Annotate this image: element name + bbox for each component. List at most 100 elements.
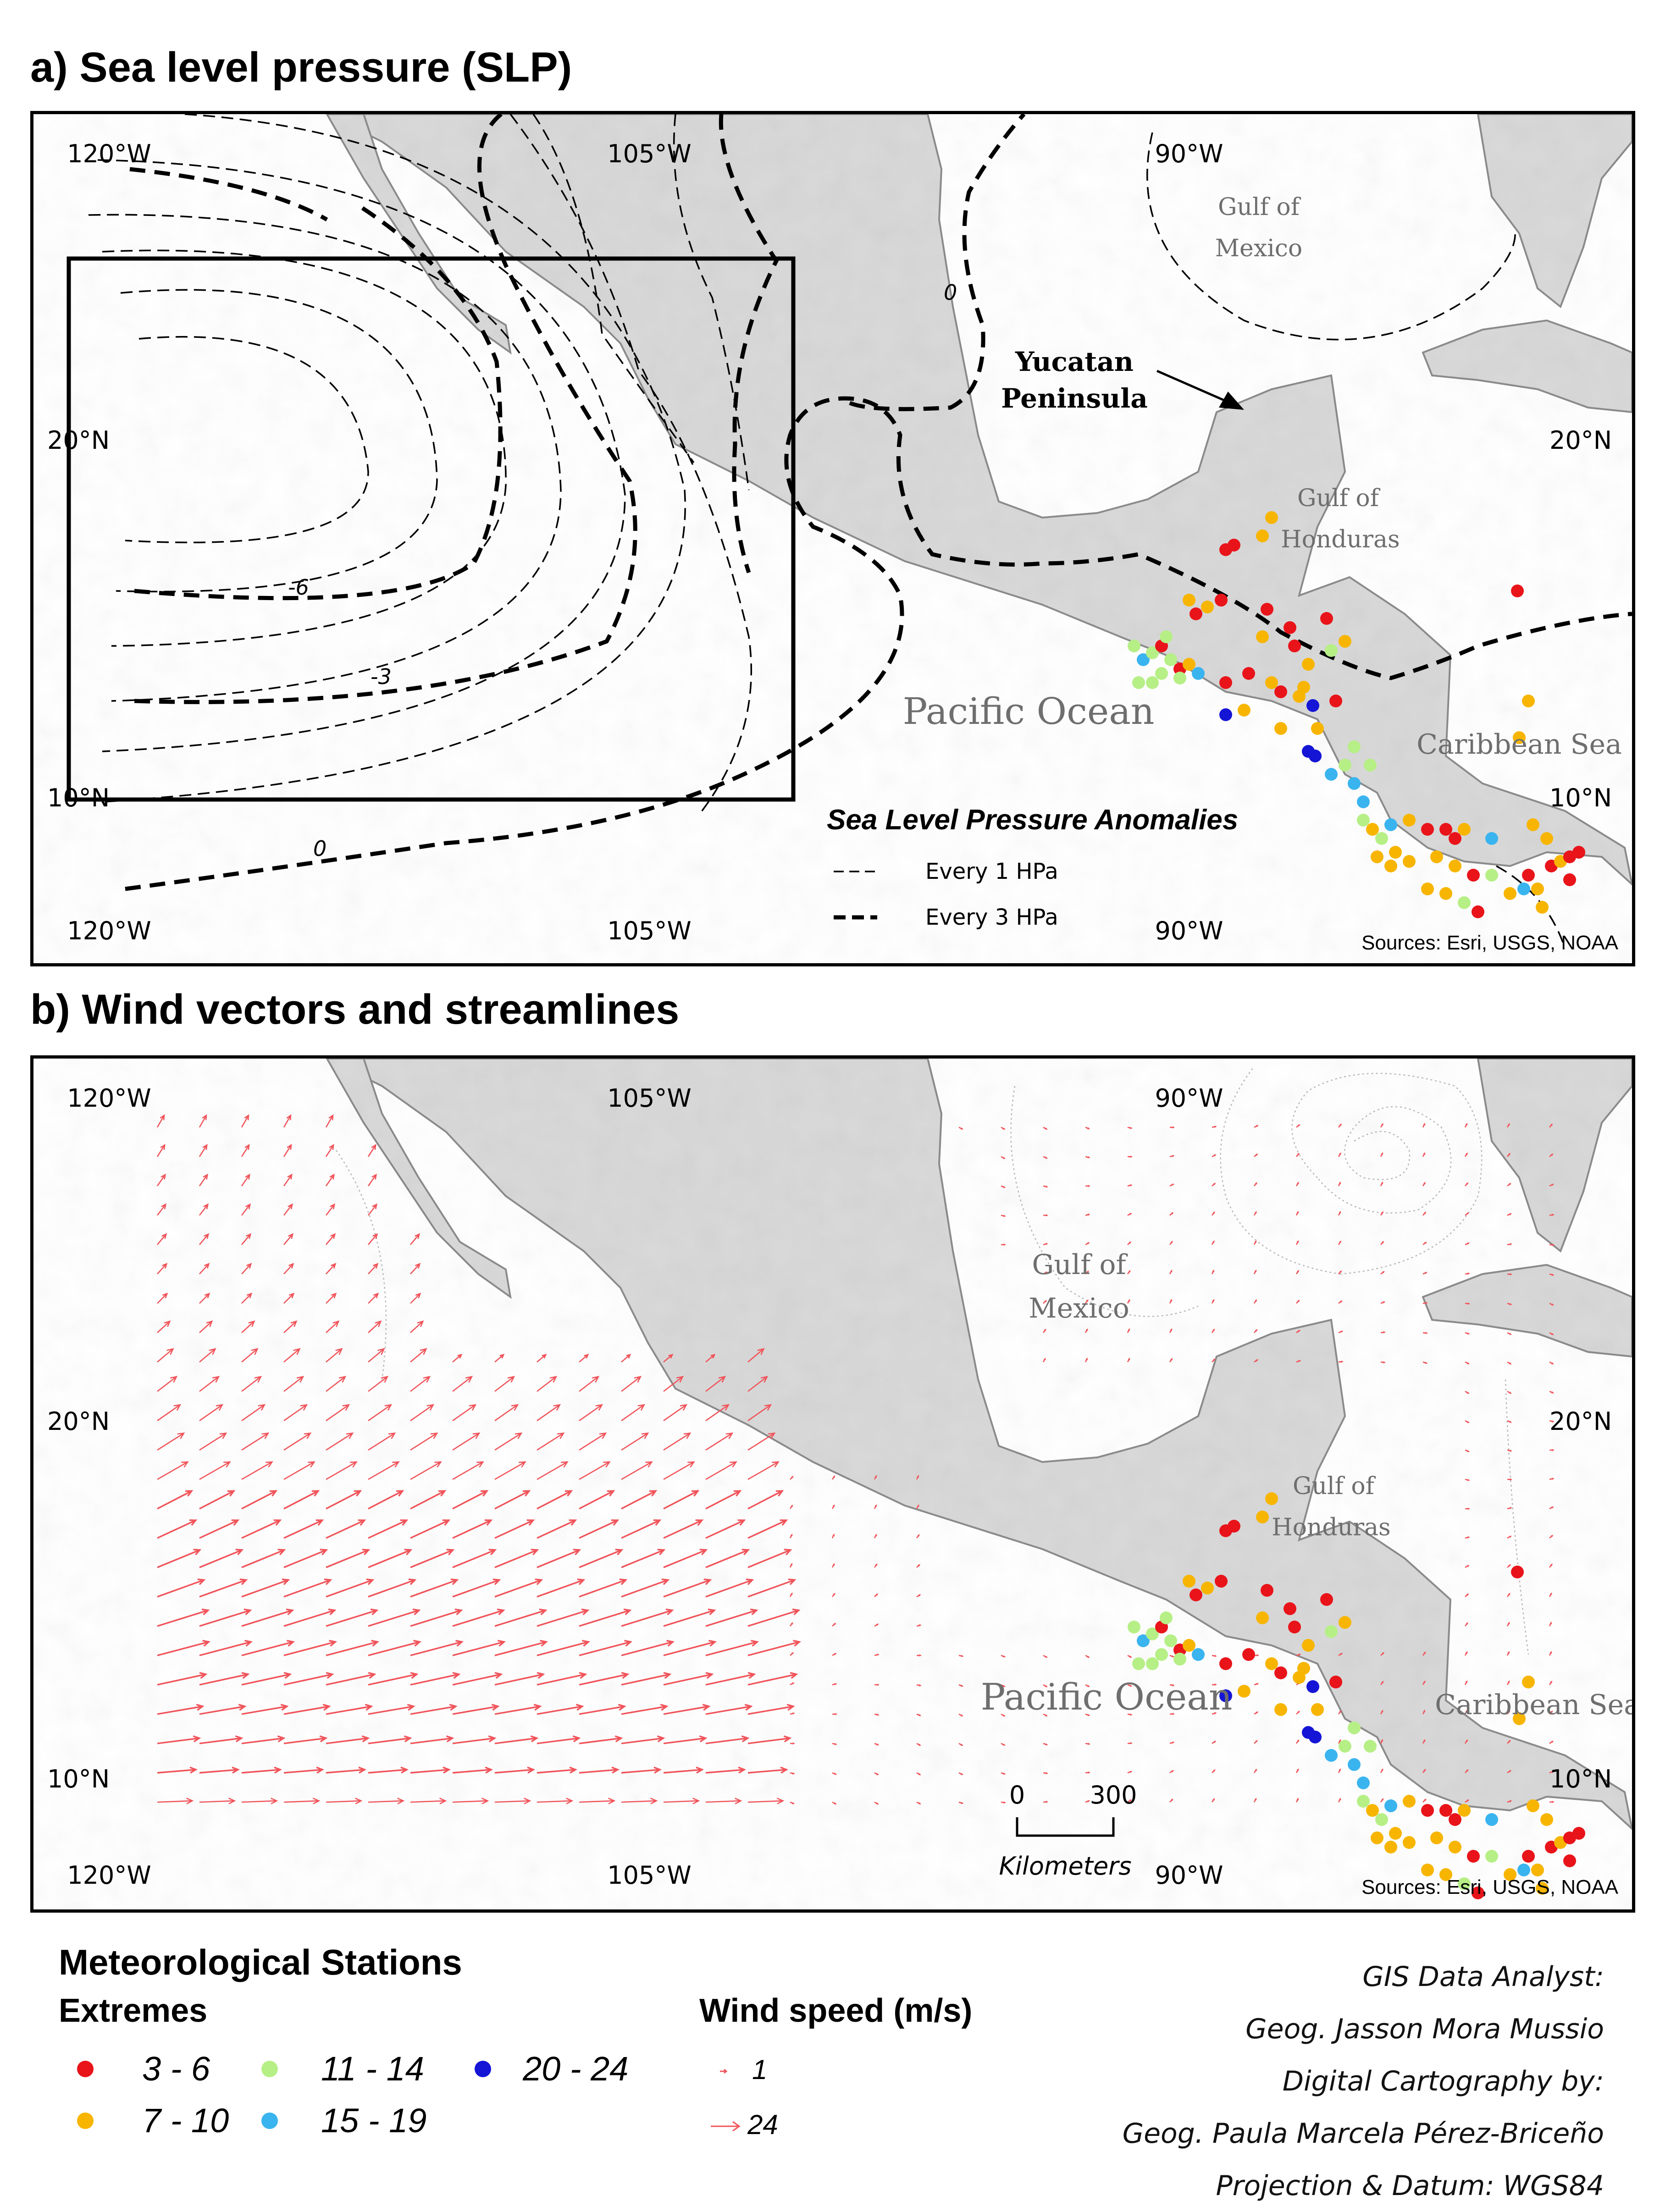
wind-vector [1169,1126,1175,1129]
wind-vector [326,1766,366,1774]
station-marker [1364,1740,1377,1753]
wind-vector [1043,1300,1047,1304]
wind-vector [958,1126,963,1130]
wind-vector [157,1735,201,1744]
wind-vector [874,1801,879,1805]
station-marker [1274,722,1287,735]
wind-vector [663,1432,692,1451]
wind-vector [1295,1181,1299,1186]
station-marker [1192,667,1205,680]
wind-vector [621,1461,653,1480]
wind-vector [579,1608,632,1627]
wind-vector [368,1404,393,1422]
wind-vector [157,1376,178,1392]
wind-vector [1212,1769,1216,1773]
station-marker [1146,1657,1159,1670]
wind-vector [1465,1420,1470,1423]
slp-map[interactable]: 120°W 105°W 90°W 120°W 105°W 90°W 20°N 2… [30,111,1635,966]
wind-vector [790,1712,795,1715]
wind-vector [1338,1123,1342,1128]
station-marker [1511,1566,1524,1578]
wind-vector [1507,1332,1512,1335]
wind-vector [1001,1743,1006,1746]
wind-vector [241,1263,252,1274]
wind-vector [1380,1301,1386,1304]
wind-vector [494,1766,535,1774]
wind-vector [663,1519,704,1539]
wind-vector [368,1490,404,1510]
wind-vector [241,1490,278,1510]
wind-vector [241,1735,286,1744]
station-marker [1540,1813,1553,1826]
station-marker [1531,1864,1544,1876]
station-marker [1228,1520,1240,1533]
wind-vector [326,1672,376,1686]
wind-vector [1127,1655,1132,1658]
wind-vector [199,1640,253,1656]
station-marker [1311,722,1324,735]
wind-vector [199,1114,207,1128]
wind-vector [1212,1683,1217,1686]
wind-vector [789,1534,793,1539]
wind-vector [790,1476,794,1480]
station-marker [1348,1721,1361,1734]
wind-vector [1549,1651,1552,1656]
wind-vector [326,1404,350,1422]
wind-vector [916,1743,921,1746]
wind-vector [452,1766,493,1774]
wind-vector [1506,1651,1510,1656]
wind-vector [832,1683,837,1686]
wind-vector [326,1704,373,1715]
wind-vector [157,1608,210,1627]
station-marker [1215,594,1228,607]
wind-vector [452,1490,489,1510]
station-marker [1430,850,1443,863]
wind-vector [1085,1713,1090,1716]
wind-vector [916,1801,921,1804]
class-label: 15 - 19 [321,2102,427,2140]
wind-vector [410,1461,442,1480]
wind-vector [241,1672,292,1686]
wind-vector [241,1376,262,1392]
wind-vector [1001,1214,1006,1217]
wind-vector [1211,1328,1215,1333]
wind-vector [621,1608,674,1627]
scale-bar-unit: Kilometers [999,1852,1131,1881]
wind-vector [283,1766,324,1774]
wind-vector [410,1704,458,1715]
wind-vector [199,1798,236,1804]
wind-vector [579,1640,632,1656]
wind-vector [325,1114,334,1128]
slp-legend: Sea Level Pressure Anomalies Every 1 HPa… [827,804,1238,930]
wind-vector [367,1203,378,1216]
wind-vector [156,1173,166,1186]
station-marker [1485,869,1498,882]
wind-vector [1338,1181,1341,1186]
wind-vector [1549,1592,1552,1597]
wind-vector [747,1608,801,1627]
wind-map[interactable]: 120°W 105°W 90°W 120°W 105°W 90°W 20°N 2… [30,1055,1635,1913]
wind-vector [1043,1684,1048,1688]
station-marker [1384,1799,1397,1812]
wind-vector [1043,1655,1048,1658]
wind-vector [1464,1123,1468,1128]
wind-vector [1085,1156,1090,1158]
class-swatch [261,2061,278,2077]
wind-vector [916,1654,922,1657]
wind-vector [1169,1155,1175,1158]
station-marker [1201,601,1214,613]
wind-vector [157,1490,194,1510]
class-label: 11 - 14 [321,2050,424,2088]
wind-vector [1296,1654,1301,1656]
wind-vector [1001,1185,1006,1188]
wind-vector [1127,1357,1130,1363]
station-marker [1155,667,1168,680]
station-marker [1384,860,1397,872]
wind-vector [241,1203,251,1216]
station-marker [1302,658,1315,671]
wind-vector [663,1798,700,1804]
class-label: 20 - 24 [523,2050,629,2088]
station-marker [1274,1666,1287,1679]
wind-vector [1465,1242,1470,1246]
station-marker [1472,905,1484,918]
